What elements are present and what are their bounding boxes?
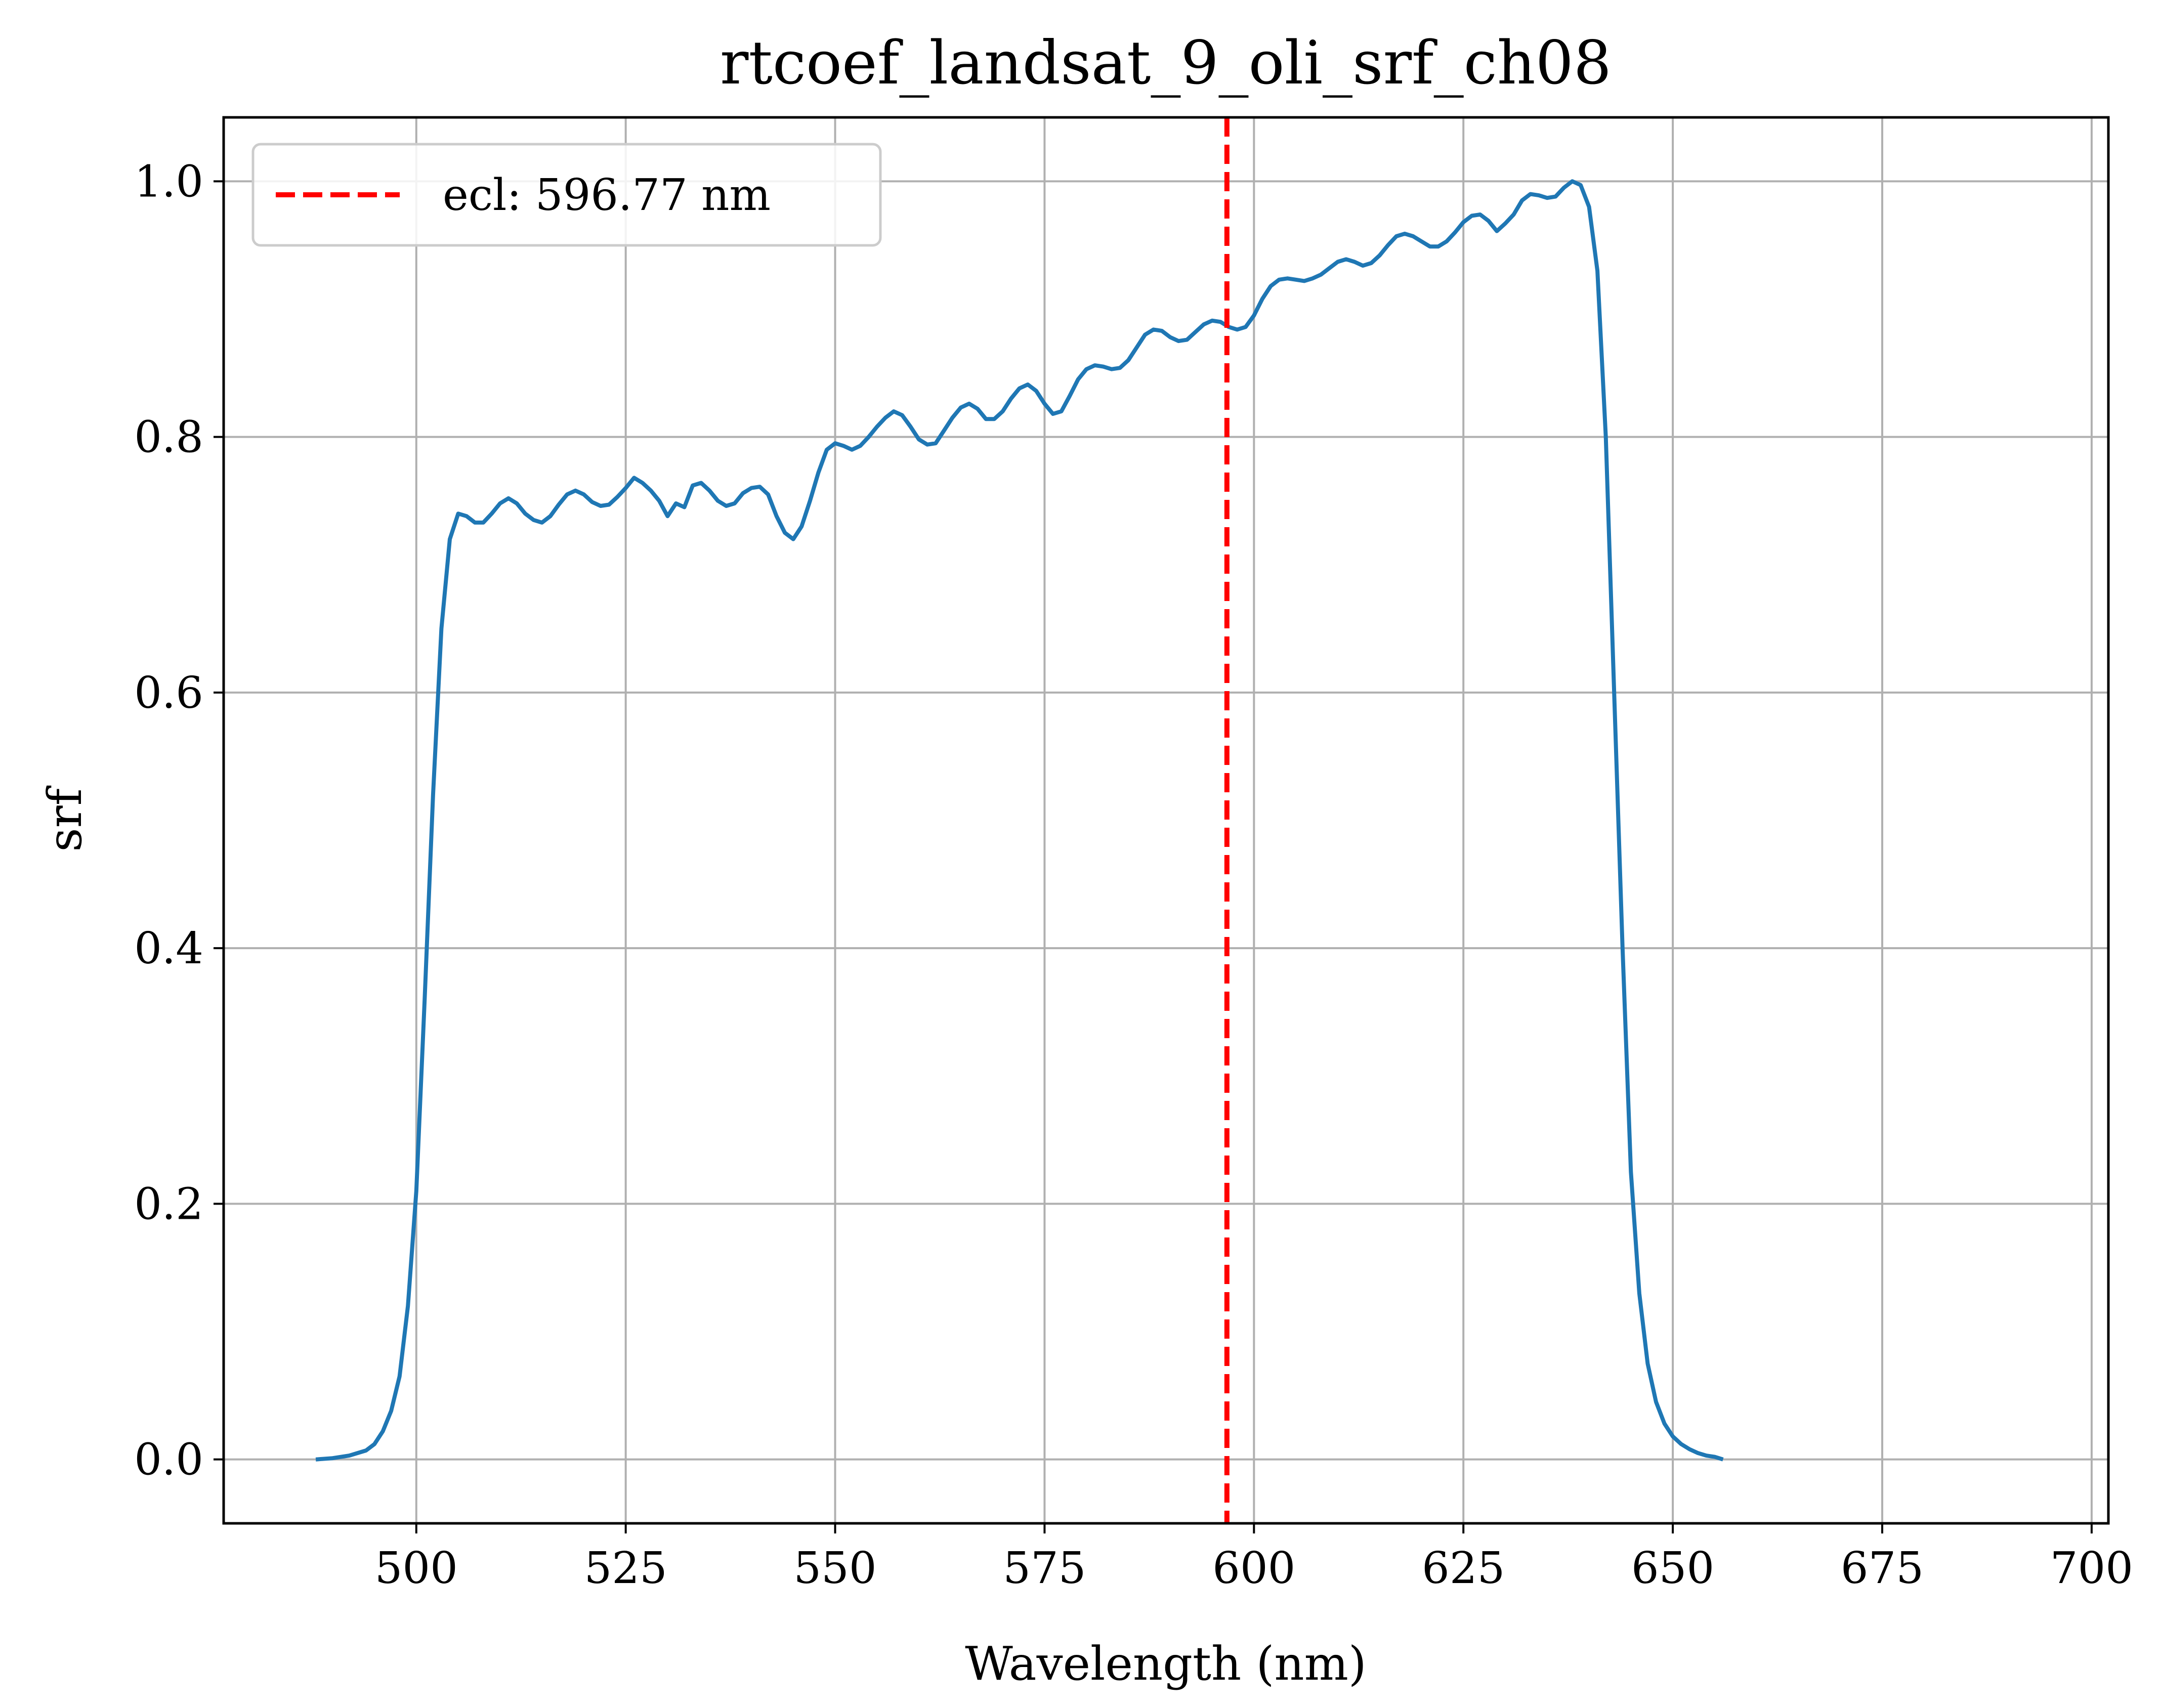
x-tick-label: 650 [1631,1543,1714,1594]
legend-box [251,143,882,247]
y-tick-label: 1.0 [134,156,203,207]
x-tick-label: 550 [793,1543,876,1594]
y-tick-label: 0.2 [134,1179,203,1229]
y-tick-label: 0.8 [134,412,203,463]
x-tick-label: 700 [2050,1543,2133,1594]
legend-label-ecl: ecl: 596.77 nm [443,170,771,221]
y-tick-label: 0.0 [134,1435,203,1485]
x-tick-label: 525 [584,1543,667,1594]
y-axis-label: srf [38,785,92,851]
x-tick-label: 575 [1003,1543,1086,1594]
grid [224,117,2108,1523]
y-axis: 0.0 0.2 0.4 0.6 0.8 1.0 [134,156,224,1485]
y-tick-label: 0.6 [134,668,203,718]
x-tick-label: 625 [1422,1543,1505,1594]
x-tick-label: 500 [375,1543,458,1594]
x-tick-label: 600 [1212,1543,1295,1594]
axes-frame [222,116,2110,1525]
legend: ecl: 596.77 nm [251,143,882,247]
x-tick-label: 675 [1841,1543,1924,1594]
srf-series-line [315,179,1724,1462]
plot-area [315,117,1724,1523]
x-axis-label: Wavelength (nm) [965,1637,1367,1691]
x-axis: 500 525 550 575 600 625 650 675 700 [375,1523,2133,1594]
chart-title: rtcoef_landsat_9_oli_srf_ch08 [720,28,1612,98]
y-tick-label: 0.4 [134,923,203,974]
